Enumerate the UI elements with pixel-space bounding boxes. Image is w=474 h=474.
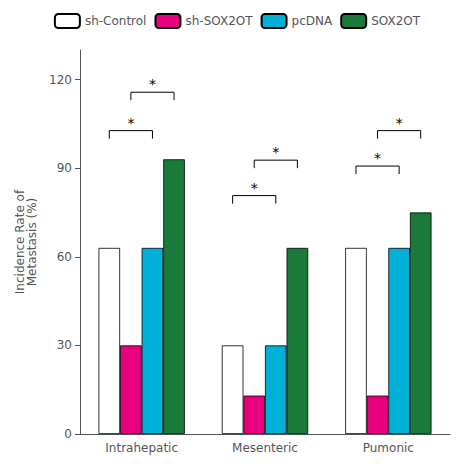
svg-text:*: * [251,180,258,196]
svg-text:*: * [374,150,381,166]
svg-text:sh-Control: sh-Control [85,14,147,28]
svg-text:120: 120 [49,73,72,87]
svg-text:Pumonic: Pumonic [363,441,414,455]
svg-text:*: * [149,76,156,92]
svg-text:SOX2OT: SOX2OT [371,14,421,28]
svg-text:Intrahepatic: Intrahepatic [105,441,178,455]
svg-text:*: * [127,115,134,131]
svg-text:pcDNA: pcDNA [292,14,333,28]
svg-text:sh-SOX2OT: sh-SOX2OT [185,14,253,28]
svg-text:Incidence Rate of: Incidence Rate of [13,189,28,295]
svg-text:30: 30 [57,338,72,352]
svg-text:*: * [272,144,279,160]
svg-text:Mesenteric: Mesenteric [232,441,298,455]
svg-text:Metastasis (%): Metastasis (%) [25,198,39,287]
svg-text:0: 0 [64,427,72,441]
svg-text:60: 60 [57,250,72,264]
svg-text:*: * [396,115,403,131]
svg-text:90: 90 [57,161,72,175]
